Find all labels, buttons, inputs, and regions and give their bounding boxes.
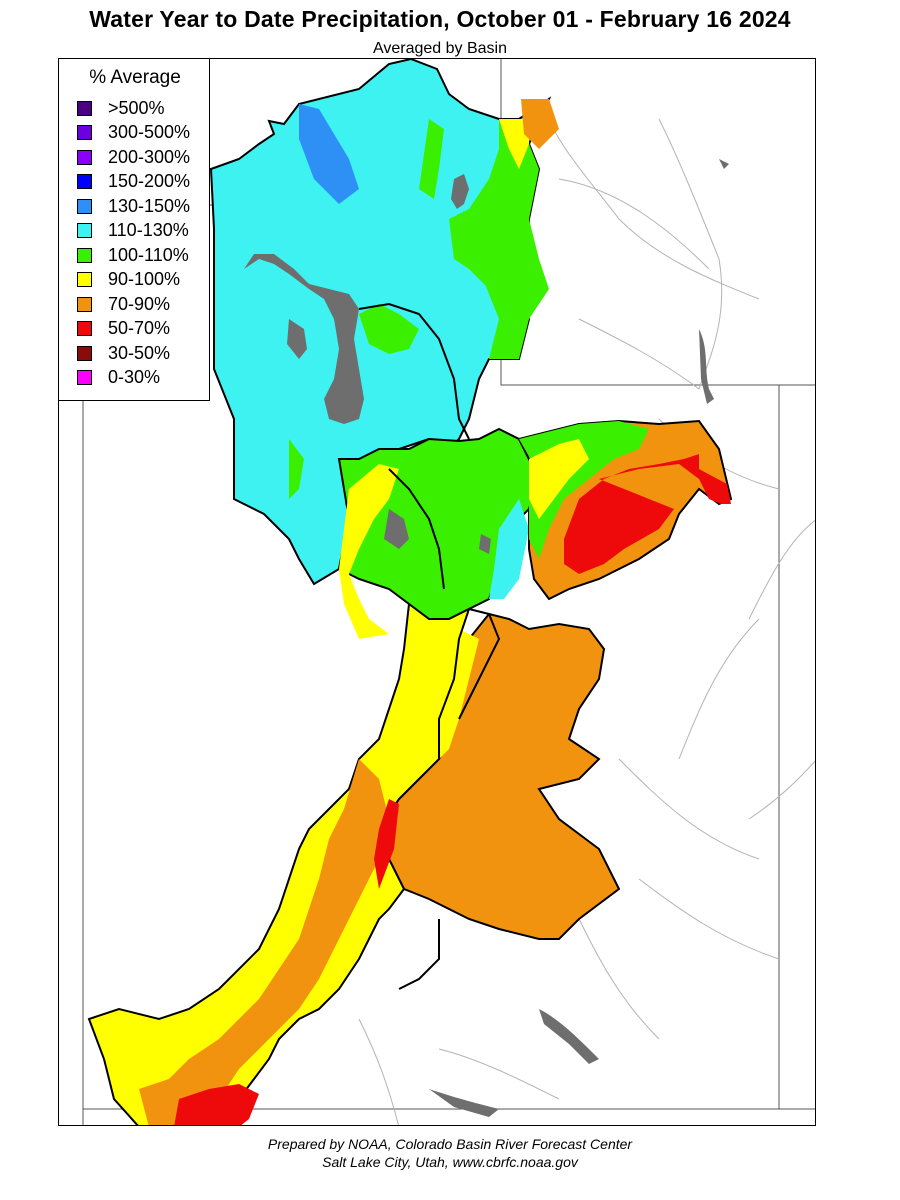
legend-label: 0-30% [108,367,161,387]
legend-item: 150-200% [77,171,190,193]
legend-label: 100-110% [108,244,189,265]
region-130-150 [299,104,359,204]
region-90-100-east [529,439,589,519]
reservoirs [429,159,729,1117]
credit-line-2: Salt Lake City, Utah, www.cbrfc.noaa.gov [322,1154,578,1170]
legend-item: 70-90% [77,293,170,315]
legend-swatch [77,100,92,116]
region-90-100-north-edge [499,119,529,169]
legend-item: 110-130% [77,220,189,242]
region-70-90-north-edge [521,99,559,149]
legend-label: 110-130% [108,220,189,240]
legend-item: 50-70% [77,318,170,340]
map-subtitle: Averaged by Basin [372,40,507,57]
region-50-70-east [564,454,731,574]
legend-label: 90-100% [108,269,181,289]
legend-label: 130-150% [108,195,191,216]
legend-swatch [77,149,92,165]
legend-title: % Average [89,67,181,88]
legend-item: 100-110% [77,244,189,266]
region-100-110-north [289,119,549,499]
precipitation-map [58,58,816,1126]
legend-item: 90-100% [77,269,180,291]
legend-label: >500% [108,97,165,118]
legend-item: 0-30% [77,367,160,389]
region-110-130-middle [489,499,529,599]
legend-swatch [77,321,92,336]
legend-swatch [77,370,92,385]
legend-label: 150-200% [108,171,191,191]
legend-swatch [77,223,92,238]
region-70-90-south-west [139,759,389,1125]
region-50-70-strip [374,799,399,889]
basin-outlines [358,302,501,990]
legend-swatch [77,174,92,189]
legend-label: 300-500% [108,122,191,142]
great-salt-lake [244,174,491,554]
legend-swatch [77,272,92,287]
legend-swatch [77,198,92,214]
legend-label: 200-300% [108,146,191,167]
credit-line-1: Prepared by NOAA, Colorado Basin River F… [267,1136,633,1152]
legend-swatch [77,345,92,361]
legend-item: 130-150% [77,195,190,217]
legend-swatch [77,125,92,140]
legend-box: % Average >500% 300-500% 200-300% 150-200% 1… [58,58,210,401]
region-90-100-south-west-corner [104,1019,159,1089]
region-90-100-central [434,629,479,759]
legend-item: 300-500% [77,122,190,144]
legend-item: >500% [77,97,165,119]
legend-item: 30-50% [77,342,170,364]
legend-swatch [77,296,92,312]
map-canvas [59,59,815,1125]
legend-label: 50-70% [108,318,171,338]
legend-label: 30-50% [108,342,171,363]
legend-item: 200-300% [77,146,190,168]
region-50-70-south [174,1084,259,1125]
legend-swatch [77,247,92,263]
region-90-100-middle [339,464,399,639]
map-title: Water Year to Date Precipitation, Octobe… [89,6,791,32]
legend-label: 70-90% [108,293,171,314]
